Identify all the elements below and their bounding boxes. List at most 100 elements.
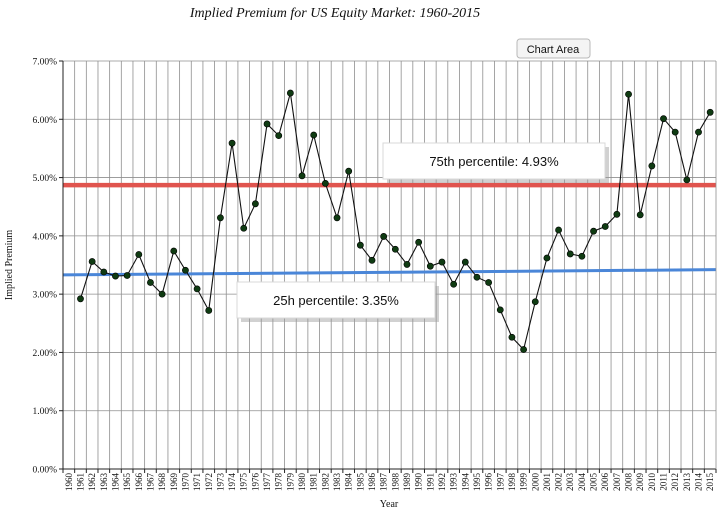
data-point [415, 238, 423, 246]
x-tick-label: 1993 [449, 473, 459, 492]
x-tick-label: 1980 [297, 473, 307, 492]
y-tick-label: 3.00% [32, 291, 57, 301]
x-tick-label: 1988 [390, 473, 400, 492]
x-tick-label: 1998 [507, 473, 517, 492]
x-tick-label: 1987 [379, 473, 389, 492]
x-tick-label: 1982 [320, 473, 330, 491]
data-point [566, 250, 574, 258]
x-tick-label: 1962 [87, 473, 97, 491]
x-axis-title: Year [380, 499, 399, 510]
data-point [228, 139, 236, 147]
data-point [625, 90, 632, 98]
x-tick-label: 2015 [705, 473, 715, 492]
data-point [426, 262, 434, 270]
data-point [321, 179, 329, 187]
data-point [531, 298, 539, 306]
data-point [438, 258, 446, 266]
data-point [706, 108, 714, 116]
chart-area-tooltip: Chart Area [516, 38, 591, 59]
x-axis-ticks: 1960 1961 1962 1963 1964 1965 1966 1967 1968 1969… [62, 469, 717, 492]
x-tick-label: 1970 [180, 473, 190, 492]
x-tick-label: 1994 [460, 473, 470, 492]
data-point [368, 256, 376, 264]
x-tick-label: 1971 [192, 473, 202, 491]
y-axis-ticks: 0.00% 1.00% 2.00% 3.00% 4.00% 5.00% 6.00% 7.00% [32, 58, 63, 476]
data-point [380, 233, 388, 240]
x-tick-label: 1985 [355, 473, 365, 492]
x-tick-label: 1976 [250, 473, 260, 492]
data-point [252, 200, 259, 208]
y-tick-label: 5.00% [32, 174, 57, 184]
data-point [88, 258, 96, 265]
callout-25th-percentile[interactable]: 25h percentile: 3.35% [236, 281, 439, 322]
data-point [508, 333, 516, 341]
data-point [356, 241, 364, 249]
percentile-25th-line [62, 268, 717, 277]
x-tick-label: 1984 [344, 473, 354, 492]
x-tick-label: 2000 [530, 473, 540, 492]
data-point [671, 128, 679, 136]
chart-title: Implied Premium for US Equity Market: 19… [189, 6, 480, 21]
x-tick-label: 2012 [670, 473, 680, 491]
data-point [310, 131, 318, 139]
data-point [298, 172, 306, 180]
x-tick-label: 1966 [134, 473, 144, 492]
data-point [123, 272, 131, 279]
x-tick-label: 1965 [122, 473, 132, 492]
x-tick-label: 1991 [425, 473, 435, 491]
x-tick-label: 1975 [239, 473, 249, 492]
x-tick-label: 1974 [227, 473, 237, 492]
callout-75th-label: 75th percentile: 4.93% [429, 154, 559, 169]
callout-25th-label: 25h percentile: 3.35% [273, 293, 399, 308]
x-tick-label: 1995 [472, 473, 482, 492]
x-tick-label: 2014 [694, 473, 704, 492]
tooltip-box [516, 38, 591, 59]
data-point [590, 227, 597, 235]
data-point [543, 254, 551, 262]
data-point [461, 258, 469, 266]
x-tick-label: 1961 [75, 473, 85, 491]
data-point [205, 307, 213, 314]
x-tick-label: 1972 [204, 473, 214, 491]
data-point [240, 224, 248, 232]
x-tick-label: 2002 [554, 473, 564, 491]
data-point [403, 261, 411, 268]
x-tick-label: 1973 [215, 473, 225, 492]
x-tick-label: 2001 [542, 473, 552, 491]
y-tick-label: 4.00% [32, 232, 57, 242]
data-point [286, 89, 294, 97]
x-tick-label: 2006 [600, 473, 610, 492]
data-point [636, 211, 644, 219]
data-point [648, 162, 656, 170]
y-axis-title: Implied Premium [4, 230, 15, 300]
data-point [217, 214, 224, 222]
reference-lines [62, 182, 717, 277]
data-point [485, 279, 493, 286]
data-point [613, 210, 621, 218]
tooltip-label: Chart Area [527, 44, 580, 56]
data-point [263, 120, 271, 128]
data-point [170, 247, 178, 255]
x-tick-label: 1964 [110, 473, 120, 492]
y-tick-label: 7.00% [32, 58, 57, 68]
callout-75th-percentile[interactable]: 75th percentile: 4.93% [382, 142, 609, 183]
data-point [182, 266, 189, 274]
data-point [683, 176, 691, 184]
data-point [345, 167, 353, 175]
x-tick-label: 1999 [519, 473, 529, 492]
series-layer [77, 89, 714, 353]
data-point [578, 252, 586, 260]
x-tick-label: 1990 [414, 473, 424, 492]
x-tick-label: 2005 [589, 473, 599, 492]
x-tick-label: 1989 [402, 473, 412, 492]
data-point [695, 128, 702, 136]
data-point [77, 295, 84, 303]
x-tick-label: 2008 [624, 473, 634, 492]
y-tick-label: 6.00% [32, 116, 57, 126]
x-tick-label: 1963 [99, 473, 109, 492]
x-tick-label: 1981 [309, 473, 319, 491]
x-tick-label: 1997 [495, 473, 505, 492]
x-tick-label: 2004 [577, 473, 587, 492]
data-point [193, 285, 201, 293]
